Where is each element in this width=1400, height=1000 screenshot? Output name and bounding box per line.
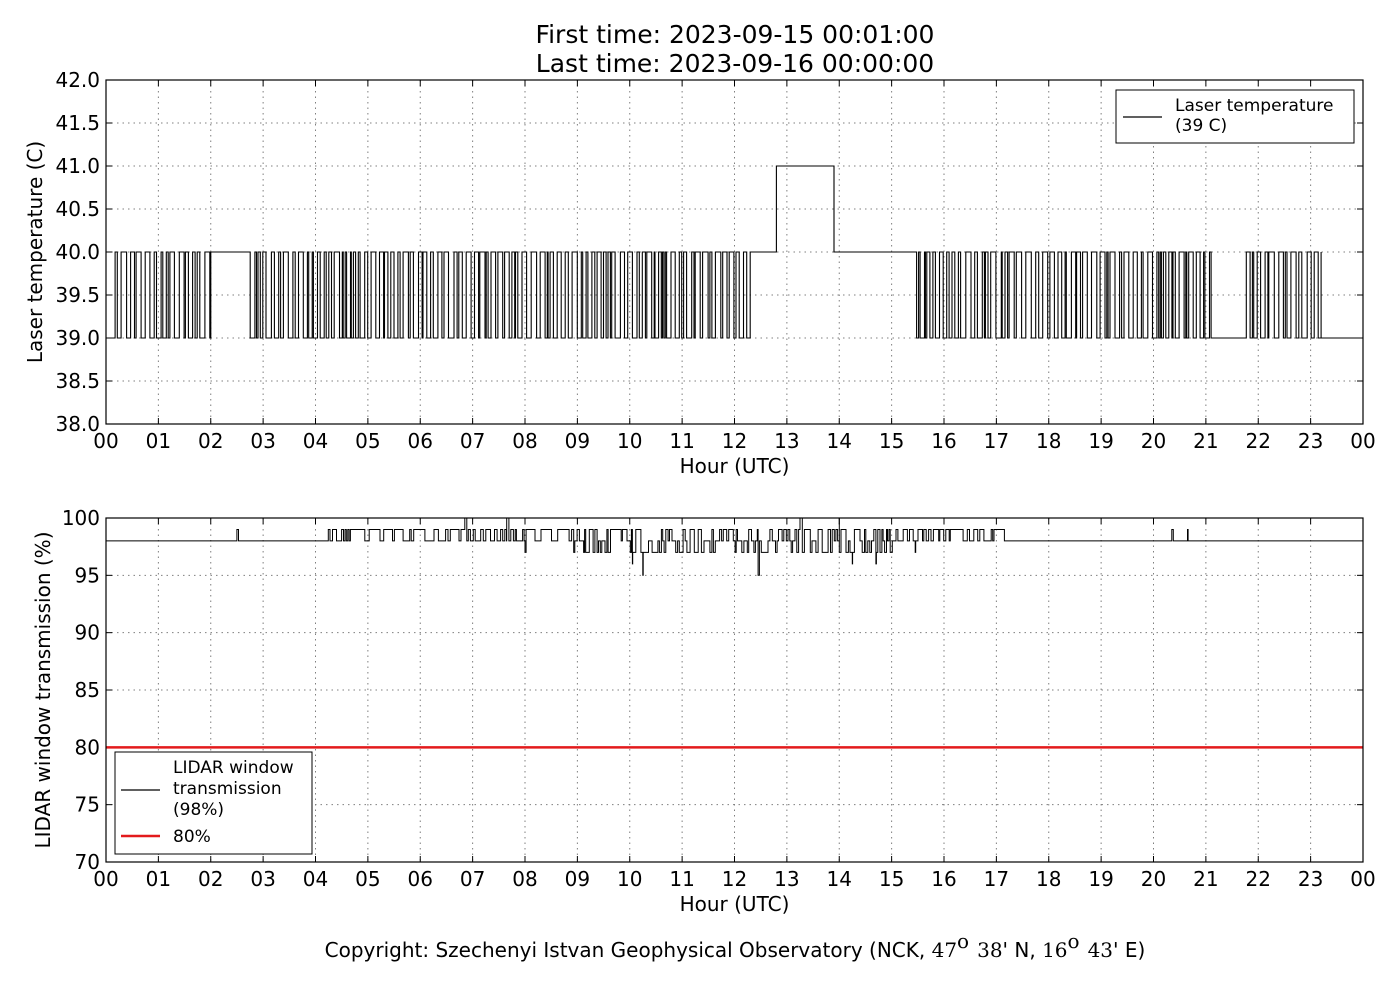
x-tick-label: 16 [931,429,956,453]
x-tick-label: 21 [1193,867,1218,891]
x-tick-label: 13 [774,867,799,891]
x-tick-label: 22 [1246,429,1271,453]
x-tick-label: 02 [198,867,223,891]
y-axis-label: Laser temperature (C) [23,141,47,363]
lidar-transmission-line [106,517,1363,576]
x-tick-label: 11 [669,867,694,891]
x-tick-label: 09 [565,867,590,891]
x-tick-label: 06 [408,429,433,453]
x-tick-label: 18 [1036,429,1061,453]
x-tick-label: 13 [774,429,799,453]
x-tick-label: 16 [931,867,956,891]
latitude-degree-sign: o [957,929,969,953]
x-tick-label: 14 [827,867,852,891]
x-tick-label: 06 [408,867,433,891]
longitude-suffix: ' E) [1113,938,1145,962]
y-axis-label: LIDAR window transmission (%) [31,532,55,849]
y-tick-label: 40.0 [55,240,100,264]
legend-label-80: 80% [173,827,211,847]
x-tick-label: 05 [355,429,380,453]
x-tick-label: 12 [722,867,747,891]
copyright-prefix: Copyright: Szechenyi Istvan Geophysical … [325,938,932,962]
x-tick-label: 11 [669,429,694,453]
legend-label-lidar: LIDAR window transmission (98%) [173,758,294,820]
longitude-degree-sign: o [1068,929,1080,953]
x-tick-label: 20 [1141,867,1166,891]
y-tick-label: 80 [75,735,100,759]
x-tick-label: 19 [1088,429,1113,453]
x-tick-label: 00 [93,867,118,891]
x-tick-label: 12 [722,429,747,453]
y-tick-label: 39.0 [55,326,100,350]
x-tick-label: 17 [984,429,1009,453]
latitude-suffix: ' N, [1003,938,1043,962]
x-tick-label: 22 [1246,867,1271,891]
lidar-transmission-chart: 00 01 02 03 04 05 06 07 08 09 10 11 12 13 14 15 16 17 18 19… [31,506,1376,916]
x-tick-label: 23 [1298,429,1323,453]
y-tick-label: 40.5 [55,197,100,221]
x-tick-label: 17 [984,867,1009,891]
x-tick-label: 09 [565,429,590,453]
x-tick-label: 19 [1088,867,1113,891]
legend: Laser temperature (39 C) [1115,89,1355,144]
x-tick-label: 10 [617,867,642,891]
x-tick-label: 02 [198,429,223,453]
y-tick-label: 42.0 [55,68,100,92]
latitude-degrees: 47 [932,938,957,962]
x-tick-label: 01 [146,429,171,453]
y-tick-label: 75 [75,793,100,817]
y-tick-label: 95 [75,563,100,587]
x-tick-label: 15 [879,429,904,453]
y-tick-label: 38.5 [55,369,100,393]
y-tick-label: 100 [62,506,100,530]
figure-title-line1: First time: 2023-09-15 00:01:00 [536,20,935,49]
y-tick-label: 41.5 [55,111,100,135]
x-axis-label: Hour (UTC) [680,892,790,916]
x-tick-label: 00 [93,429,118,453]
x-tick-label: 00 [1350,867,1375,891]
legend-label-laser: Laser temperature (39 C) [1175,96,1333,136]
x-tick-label: 14 [827,429,852,453]
y-tick-label: 90 [75,621,100,645]
y-tick-label: 85 [75,678,100,702]
copyright-footer: Copyright: Szechenyi Istvan Geophysical … [325,929,1146,962]
laser-temperature-chart: 00 01 02 03 04 05 06 07 08 09 10 11 12 13 14 15 16 17 18 19… [23,68,1376,478]
x-tick-label: 10 [617,429,642,453]
x-tick-label: 01 [146,867,171,891]
y-tick-label: 39.5 [55,283,100,307]
x-tick-label: 15 [879,867,904,891]
y-tick-label: 38.0 [55,412,100,436]
x-tick-label: 08 [512,429,537,453]
x-axis-label: Hour (UTC) [680,454,790,478]
longitude-minutes: 43 [1088,938,1113,962]
x-tick-label: 03 [250,429,275,453]
y-tick-label: 41.0 [55,154,100,178]
latitude-minutes: 38 [977,938,1002,962]
longitude-degrees: 16 [1042,938,1067,962]
x-tick-label: 03 [250,867,275,891]
y-tick-label: 70 [75,850,100,874]
laser-temperature-line [111,165,1363,339]
x-tick-label: 08 [512,867,537,891]
plot-frame [105,79,1364,425]
x-tick-label: 07 [460,429,485,453]
x-tick-label: 04 [303,867,328,891]
x-tick-label: 05 [355,867,380,891]
x-tick-label: 07 [460,867,485,891]
x-tick-label: 00 [1350,429,1375,453]
x-tick-label: 20 [1141,429,1166,453]
legend: LIDAR window transmission (98%) 80% [114,751,313,855]
x-tick-label: 23 [1298,867,1323,891]
x-tick-label: 04 [303,429,328,453]
plot-frame [105,517,1364,863]
x-tick-label: 18 [1036,867,1061,891]
x-tick-label: 21 [1193,429,1218,453]
figure-title-line2: Last time: 2023-09-16 00:00:00 [536,49,934,78]
